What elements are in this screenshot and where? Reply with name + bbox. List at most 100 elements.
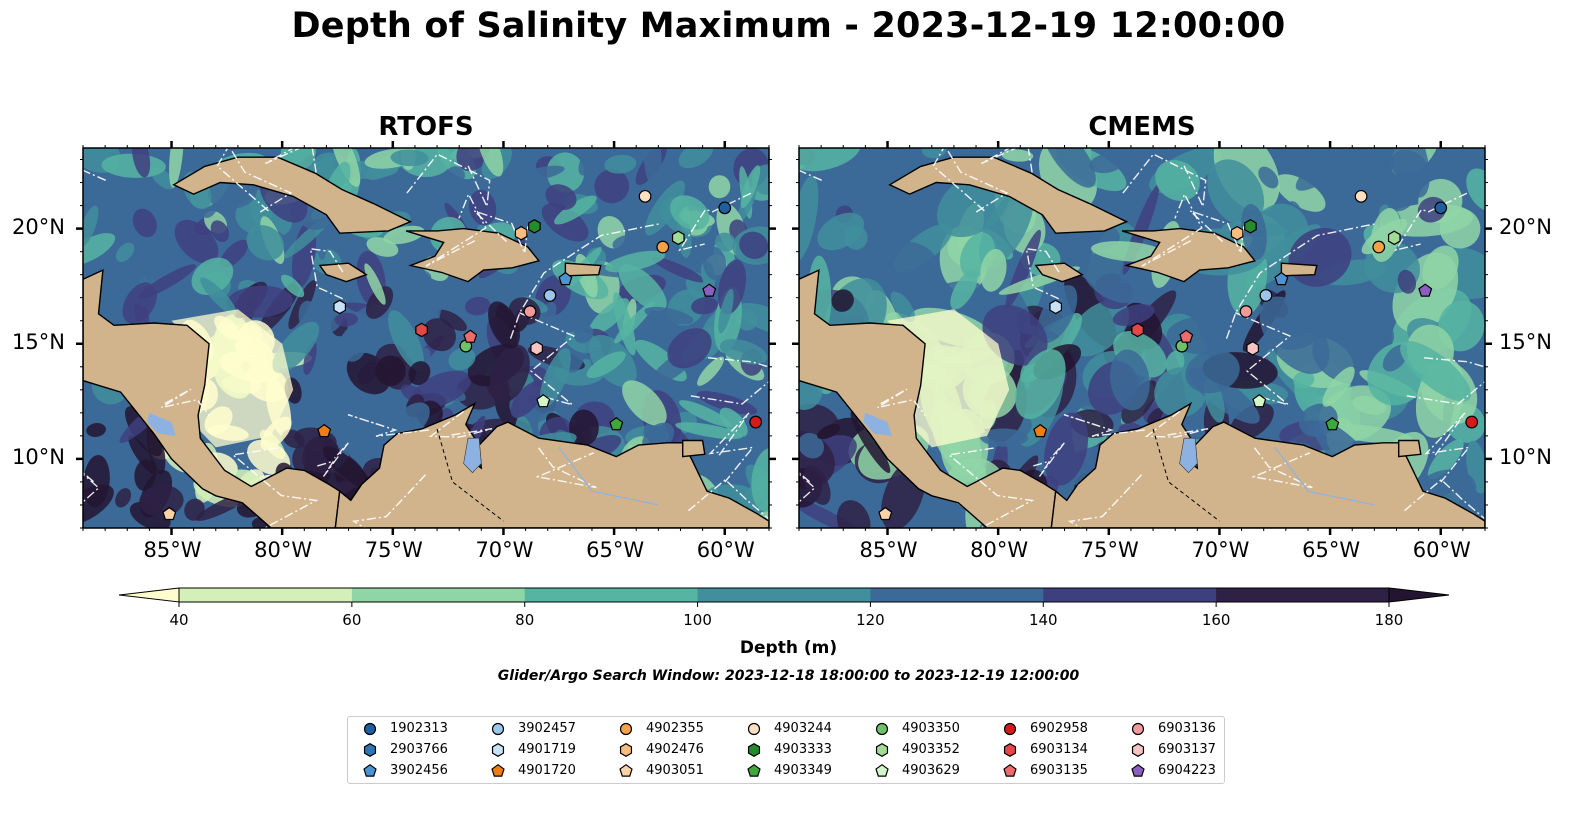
field-patch bbox=[489, 344, 530, 404]
field-patch bbox=[246, 225, 285, 261]
map-frame bbox=[798, 147, 1486, 529]
field-patch bbox=[1390, 149, 1430, 187]
field-patch bbox=[1439, 208, 1481, 249]
legend-marker-4903333 bbox=[747, 743, 761, 757]
colorbar-segment bbox=[1216, 588, 1390, 602]
legend-label: 4903333 bbox=[774, 742, 832, 757]
colorbar-tick-label: 60 bbox=[342, 611, 361, 629]
legend-label: 6903136 bbox=[1158, 721, 1216, 736]
legend-label: 4903349 bbox=[774, 763, 832, 778]
field-patch bbox=[1185, 349, 1240, 394]
field-patch bbox=[605, 250, 666, 273]
field-patch bbox=[643, 148, 662, 190]
legend-marker-3902456 bbox=[363, 763, 377, 777]
eez-boundary bbox=[161, 388, 210, 416]
field-patch bbox=[831, 289, 854, 312]
colorbar-tick-label: 140 bbox=[1029, 611, 1058, 629]
legend-marker bbox=[619, 722, 633, 736]
legend-marker bbox=[1131, 763, 1145, 777]
float-marker-3902456 bbox=[1274, 271, 1289, 286]
legend-marker bbox=[1131, 722, 1145, 736]
legend-label: 3902457 bbox=[518, 721, 576, 736]
field-patch bbox=[132, 208, 157, 238]
panel-title-cmems: CMEMS bbox=[1088, 112, 1196, 142]
legend-marker-4901719 bbox=[491, 743, 505, 757]
eez-boundary bbox=[1141, 192, 1203, 267]
legend-marker-6903135 bbox=[1003, 763, 1017, 777]
field-patch bbox=[1112, 304, 1155, 326]
field-patch bbox=[477, 148, 504, 177]
field-patch bbox=[339, 326, 367, 362]
lon-tick-label: 70°W bbox=[1191, 538, 1250, 562]
float-marker-4902476 bbox=[1230, 225, 1244, 241]
field-patch bbox=[510, 380, 545, 418]
field-patch bbox=[1322, 366, 1355, 407]
field-patch bbox=[191, 257, 234, 295]
float-marker-4902355 bbox=[1372, 240, 1386, 254]
eez-boundary bbox=[509, 222, 661, 339]
field-patch bbox=[751, 448, 769, 512]
field-patch bbox=[83, 454, 110, 508]
field-patch bbox=[365, 286, 394, 319]
eez-boundary bbox=[231, 447, 319, 528]
eez-boundary bbox=[519, 312, 576, 406]
float-marker-4903333 bbox=[1244, 219, 1257, 234]
field-patch bbox=[675, 422, 743, 440]
legend-marker-6903134 bbox=[1003, 743, 1017, 757]
eez-boundary bbox=[347, 414, 429, 437]
field-patch bbox=[651, 257, 705, 283]
field-patch bbox=[696, 391, 758, 415]
legend-marker-6903136 bbox=[1131, 722, 1145, 736]
field-patch bbox=[718, 288, 734, 334]
eez-boundary bbox=[535, 447, 597, 489]
field-patch bbox=[1293, 371, 1315, 389]
field-patch bbox=[799, 432, 824, 459]
eez-boundary bbox=[945, 148, 1009, 213]
lon-tick-label: 85°W bbox=[143, 538, 202, 562]
land-hispaniola bbox=[1121, 227, 1257, 283]
legend-marker bbox=[875, 763, 889, 777]
float-marker-3902457 bbox=[1259, 288, 1273, 302]
float-marker-4903352 bbox=[1387, 230, 1401, 246]
legend-marker-6904223 bbox=[1131, 763, 1145, 777]
field-patch bbox=[554, 195, 597, 225]
legend-label: 4903629 bbox=[902, 763, 960, 778]
field-patch bbox=[210, 220, 230, 243]
figure-title: Depth of Salinity Maximum - 2023-12-19 1… bbox=[291, 6, 1286, 46]
legend-label: 1902313 bbox=[390, 721, 448, 736]
field-patch bbox=[375, 355, 406, 386]
map-cmems-svg bbox=[792, 141, 1492, 535]
legend-marker-4903051 bbox=[619, 763, 633, 777]
field-patch bbox=[719, 339, 768, 365]
float-marker-3902457 bbox=[543, 288, 557, 302]
colorbar-segment bbox=[351, 588, 526, 602]
colorbar-tick-label: 180 bbox=[1375, 611, 1404, 629]
field-patch bbox=[546, 152, 585, 193]
legend-marker bbox=[491, 722, 505, 736]
field-patch bbox=[390, 260, 417, 293]
legend-marker bbox=[619, 743, 633, 757]
field-patch bbox=[1397, 269, 1417, 294]
lake-nicaragua bbox=[147, 412, 176, 436]
field-patch bbox=[1001, 149, 1034, 162]
field-patch bbox=[515, 165, 565, 182]
float-marker-6904223 bbox=[702, 283, 717, 297]
colorbar-segment bbox=[870, 588, 1044, 602]
colorbar-segment bbox=[1043, 588, 1217, 602]
legend-label: 6904223 bbox=[1158, 763, 1216, 778]
field-patch bbox=[1155, 160, 1200, 201]
field-patch bbox=[1042, 148, 1096, 188]
field-patch bbox=[691, 297, 719, 315]
eez-boundary bbox=[309, 247, 346, 301]
lake-maracaibo bbox=[1179, 437, 1198, 474]
field-patch bbox=[315, 389, 339, 420]
field-patch bbox=[390, 149, 429, 167]
field-patch bbox=[644, 180, 685, 236]
float-marker-4902476 bbox=[514, 225, 528, 241]
field-patch bbox=[282, 429, 305, 449]
field-patch bbox=[1275, 174, 1326, 212]
float-marker-4903349 bbox=[1325, 417, 1340, 431]
float-marker-4903244 bbox=[638, 189, 652, 203]
legend-label: 3902456 bbox=[390, 763, 448, 778]
colorbar-frame bbox=[178, 587, 1390, 603]
